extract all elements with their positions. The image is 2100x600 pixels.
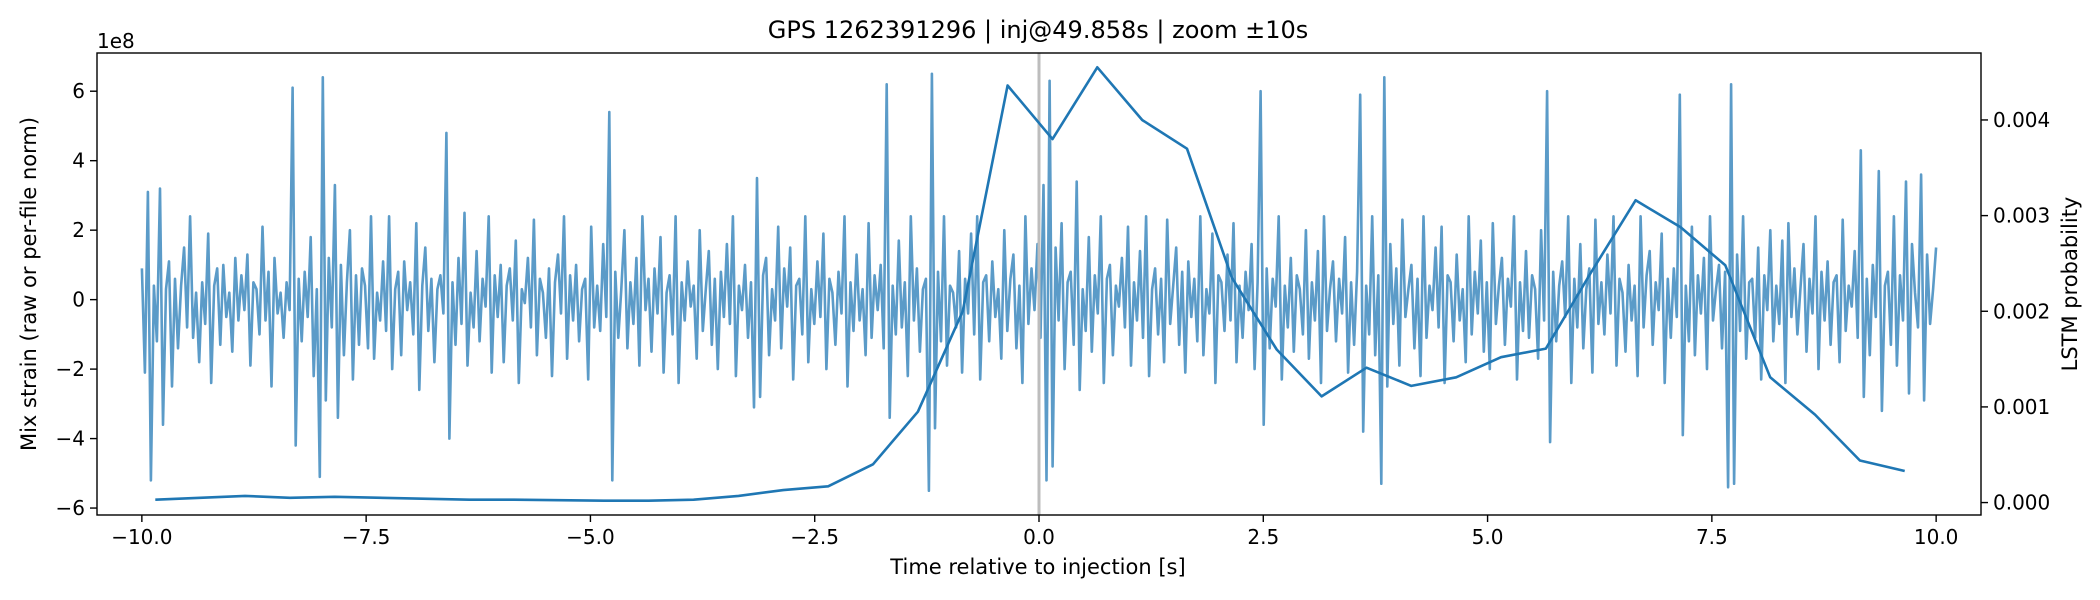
x-tick-label: 5.0 bbox=[1472, 525, 1504, 549]
y-right-tick-label: 0.004 bbox=[1993, 108, 2050, 132]
lstm-probability-series bbox=[155, 66, 1905, 503]
y-left-tick-label: 2 bbox=[72, 218, 85, 242]
left-y-axis: −6 −4 −2 0 2 4 6 bbox=[56, 79, 97, 520]
left-y-axis-label: Mix strain (raw or per-file norm) bbox=[17, 117, 41, 451]
x-tick-label: −5.0 bbox=[566, 525, 615, 549]
y-left-tick-label: 0 bbox=[72, 288, 85, 312]
y-left-tick-label: −6 bbox=[56, 496, 85, 520]
x-tick-label: −2.5 bbox=[790, 525, 839, 549]
chart-title: GPS 1262391296 | inj@49.858s | zoom ±10s bbox=[768, 16, 1308, 44]
y-right-tick-label: 0.001 bbox=[1993, 395, 2050, 419]
x-axis: −10.0 −7.5 −5.0 −2.5 0.0 2.5 5.0 7.5 10.0 bbox=[111, 515, 1958, 549]
y-left-tick-label: −2 bbox=[56, 357, 85, 381]
x-axis-label: Time relative to injection [s] bbox=[889, 555, 1185, 579]
x-tick-label: −7.5 bbox=[342, 525, 391, 549]
y-right-tick-label: 0.000 bbox=[1993, 491, 2050, 515]
y-right-tick-label: 0.003 bbox=[1993, 204, 2050, 228]
y-left-tick-label: −4 bbox=[56, 427, 85, 451]
x-tick-label: −10.0 bbox=[111, 525, 172, 549]
right-y-axis-label: LSTM probability bbox=[2058, 197, 2082, 372]
left-axis-offset-label: 1e8 bbox=[97, 29, 135, 53]
y-right-tick-label: 0.002 bbox=[1993, 299, 2050, 323]
x-tick-label: 2.5 bbox=[1247, 525, 1279, 549]
y-left-tick-label: 4 bbox=[72, 149, 85, 173]
x-tick-label: 7.5 bbox=[1696, 525, 1728, 549]
probability-line bbox=[155, 66, 1905, 503]
x-tick-label: 10.0 bbox=[1914, 525, 1959, 549]
y-left-tick-label: 6 bbox=[72, 79, 85, 103]
right-y-axis: 0.000 0.001 0.002 0.003 0.004 bbox=[1981, 108, 2050, 515]
x-tick-label: 0.0 bbox=[1023, 525, 1055, 549]
